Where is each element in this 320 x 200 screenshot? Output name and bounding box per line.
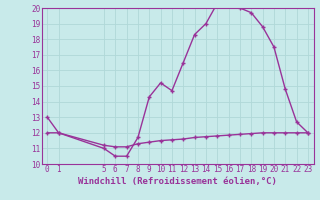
X-axis label: Windchill (Refroidissement éolien,°C): Windchill (Refroidissement éolien,°C) (78, 177, 277, 186)
